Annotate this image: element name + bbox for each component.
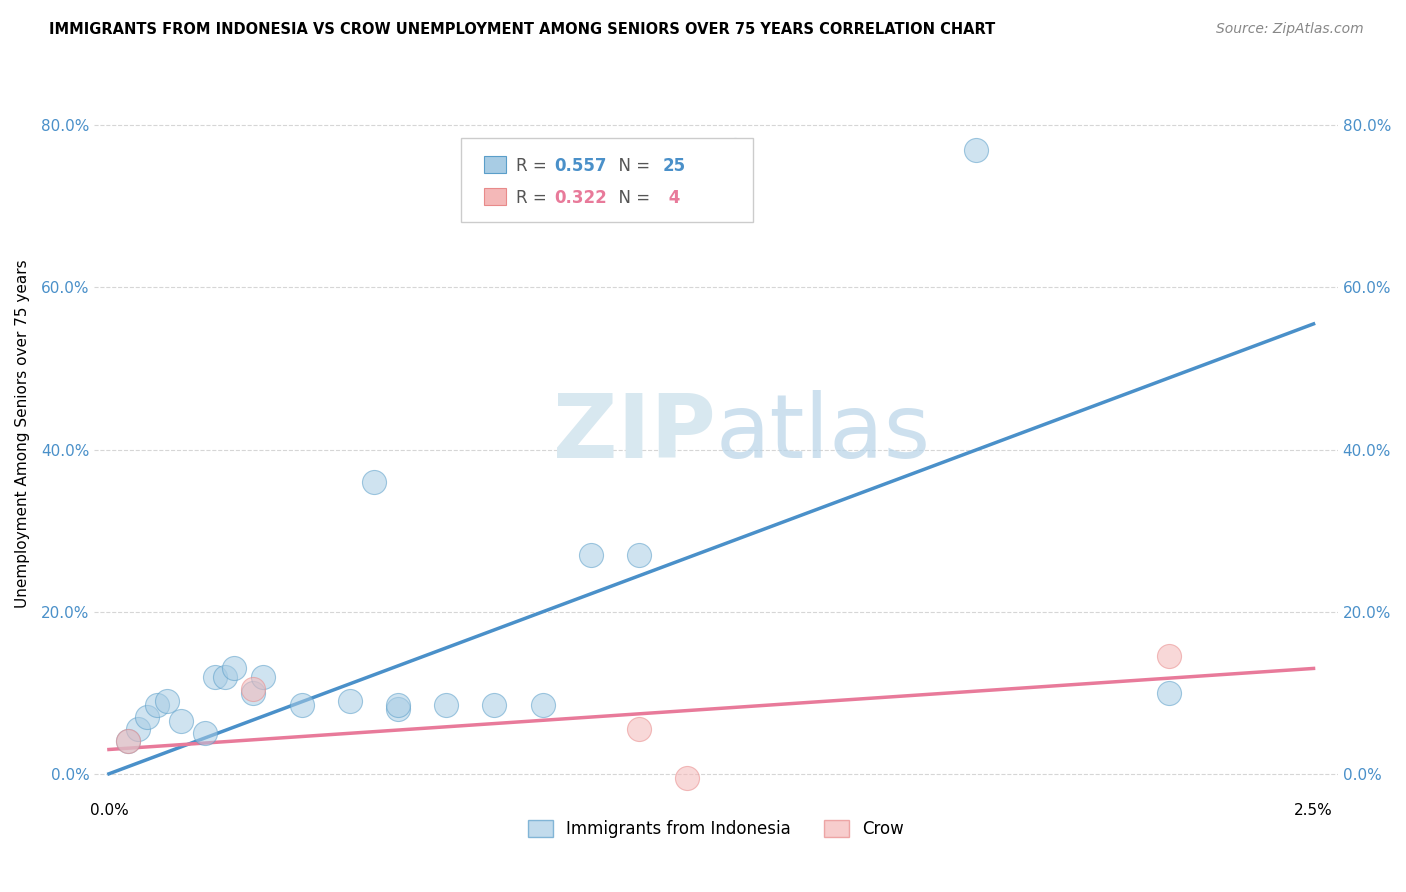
Point bbox=[363, 475, 385, 489]
Text: 0.557: 0.557 bbox=[554, 157, 607, 175]
Point bbox=[965, 143, 987, 157]
Text: 0.322: 0.322 bbox=[554, 189, 607, 207]
Point bbox=[1157, 649, 1180, 664]
Text: atlas: atlas bbox=[716, 390, 931, 477]
FancyBboxPatch shape bbox=[461, 138, 754, 222]
Point bbox=[136, 710, 159, 724]
Point bbox=[194, 726, 217, 740]
Text: Source: ZipAtlas.com: Source: ZipAtlas.com bbox=[1216, 22, 1364, 37]
Point bbox=[117, 734, 139, 748]
Text: R =: R = bbox=[516, 157, 553, 175]
Text: 4: 4 bbox=[662, 189, 681, 207]
Point bbox=[170, 714, 193, 728]
Point bbox=[252, 669, 274, 683]
Point bbox=[1157, 686, 1180, 700]
Point bbox=[156, 694, 179, 708]
Point bbox=[724, 143, 747, 157]
Point bbox=[676, 771, 699, 785]
Point bbox=[531, 698, 554, 712]
Point bbox=[434, 698, 457, 712]
Text: N =: N = bbox=[607, 189, 655, 207]
Text: ZIP: ZIP bbox=[554, 390, 716, 477]
Legend: Immigrants from Indonesia, Crow: Immigrants from Indonesia, Crow bbox=[522, 813, 911, 845]
Point bbox=[242, 681, 264, 696]
Point bbox=[242, 686, 264, 700]
Point bbox=[146, 698, 169, 712]
Point bbox=[627, 548, 650, 562]
Point bbox=[387, 702, 409, 716]
Text: R =: R = bbox=[516, 189, 553, 207]
Point bbox=[291, 698, 314, 712]
Y-axis label: Unemployment Among Seniors over 75 years: Unemployment Among Seniors over 75 years bbox=[15, 259, 30, 607]
Text: 25: 25 bbox=[662, 157, 686, 175]
Point bbox=[579, 548, 602, 562]
Point bbox=[387, 698, 409, 712]
FancyBboxPatch shape bbox=[484, 188, 506, 205]
FancyBboxPatch shape bbox=[484, 156, 506, 173]
Point bbox=[117, 734, 139, 748]
Point bbox=[339, 694, 361, 708]
Text: IMMIGRANTS FROM INDONESIA VS CROW UNEMPLOYMENT AMONG SENIORS OVER 75 YEARS CORRE: IMMIGRANTS FROM INDONESIA VS CROW UNEMPL… bbox=[49, 22, 995, 37]
Point bbox=[127, 723, 149, 737]
Point bbox=[214, 669, 236, 683]
Text: N =: N = bbox=[607, 157, 655, 175]
Point bbox=[204, 669, 226, 683]
Point bbox=[627, 723, 650, 737]
Point bbox=[484, 698, 506, 712]
Point bbox=[224, 661, 246, 675]
